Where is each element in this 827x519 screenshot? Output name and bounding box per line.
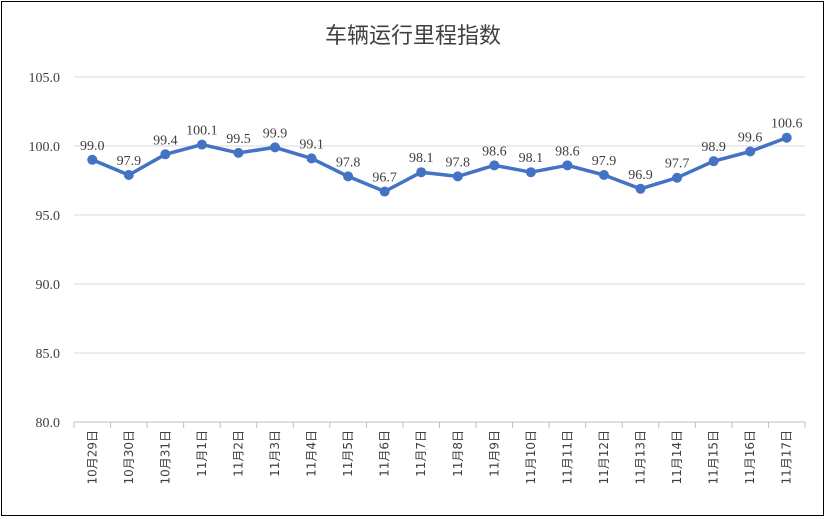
data-points	[87, 132, 792, 197]
chart-title: 车辆运行里程指数	[325, 24, 501, 49]
x-tick-label: 11月13日	[634, 430, 648, 485]
x-tick-label: 11月7日	[414, 430, 428, 477]
data-point	[123, 169, 134, 180]
data-label: 98.1	[519, 151, 544, 166]
data-point	[452, 171, 463, 182]
x-tick-label: 11月5日	[341, 430, 355, 477]
data-point	[196, 139, 207, 150]
data-point	[781, 132, 792, 143]
data-labels: 99.0 97.9 99.4 100.1 99.5 99.9 99.1 97.8 96.7 98.…	[80, 117, 802, 186]
data-label: 96.7	[372, 171, 397, 186]
y-tick-label: 90.0	[36, 278, 61, 293]
data-label: 97.8	[336, 155, 361, 170]
data-label: 100.1	[186, 124, 218, 139]
y-tick-label: 80.0	[36, 416, 61, 431]
data-point	[745, 146, 756, 157]
data-label: 98.6	[555, 144, 580, 159]
data-point	[708, 156, 719, 167]
y-tick-label: 105.0	[29, 71, 61, 86]
x-tick-label: 11月10日	[524, 430, 538, 485]
data-label: 99.4	[153, 133, 178, 148]
x-tick-label: 10月30日	[122, 430, 136, 485]
x-tick-label: 11月2日	[231, 430, 245, 477]
data-label: 99.0	[80, 139, 105, 154]
data-point	[525, 167, 536, 178]
x-tick-label: 11月12日	[597, 430, 611, 485]
data-point	[233, 147, 244, 158]
x-tick-label: 11月11日	[560, 430, 574, 485]
data-point	[87, 154, 98, 165]
y-tick-label: 85.0	[36, 347, 61, 362]
data-label: 99.6	[738, 131, 763, 146]
data-point	[672, 172, 683, 183]
data-point	[489, 160, 500, 171]
x-tick-label: 11月17日	[780, 430, 794, 485]
x-tick-label: 11月16日	[743, 430, 757, 485]
data-label: 100.6	[771, 117, 803, 132]
y-tick-label: 95.0	[36, 209, 61, 224]
series-line	[90, 135, 789, 194]
data-label: 97.7	[665, 157, 690, 172]
data-label: 97.8	[446, 155, 471, 170]
x-tick-label: 11月14日	[670, 430, 684, 485]
y-axis-ticks: 80.0 85.0 90.0 95.0 100.0 105.0	[29, 71, 61, 431]
data-label: 98.6	[482, 144, 507, 159]
data-point	[343, 171, 354, 182]
data-label: 96.9	[628, 168, 653, 183]
data-point	[379, 186, 390, 197]
data-label: 98.9	[701, 140, 726, 155]
data-label: 99.1	[299, 137, 324, 152]
x-tick-label: 11月15日	[707, 430, 721, 485]
data-point	[270, 142, 281, 153]
x-tick-label: 11月8日	[451, 430, 465, 477]
data-label: 97.9	[117, 154, 142, 169]
data-point	[635, 183, 646, 194]
x-tick-label: 10月31日	[158, 430, 172, 485]
x-tick-label: 11月9日	[487, 430, 501, 477]
x-tick-label: 11月4日	[305, 430, 319, 477]
x-tick-label: 10月29日	[85, 430, 99, 485]
gridlines	[74, 76, 805, 354]
x-axis	[73, 421, 806, 428]
y-tick-label: 100.0	[29, 140, 61, 155]
data-label: 98.1	[409, 151, 434, 166]
data-label: 97.9	[592, 154, 617, 169]
data-point	[306, 153, 317, 164]
x-tick-label: 11月3日	[268, 430, 282, 477]
x-axis-ticks: 10月29日 10月30日 10月31日 11月1日 11月2日 11月3日 11月4日 11…	[85, 430, 793, 485]
data-point	[416, 167, 427, 178]
x-tick-label: 11月6日	[378, 430, 392, 477]
data-point	[598, 169, 609, 180]
data-label: 99.5	[226, 132, 251, 147]
x-tick-label: 11月1日	[195, 430, 209, 477]
data-point	[562, 160, 573, 171]
data-label: 99.9	[263, 126, 288, 141]
data-point	[160, 149, 171, 160]
